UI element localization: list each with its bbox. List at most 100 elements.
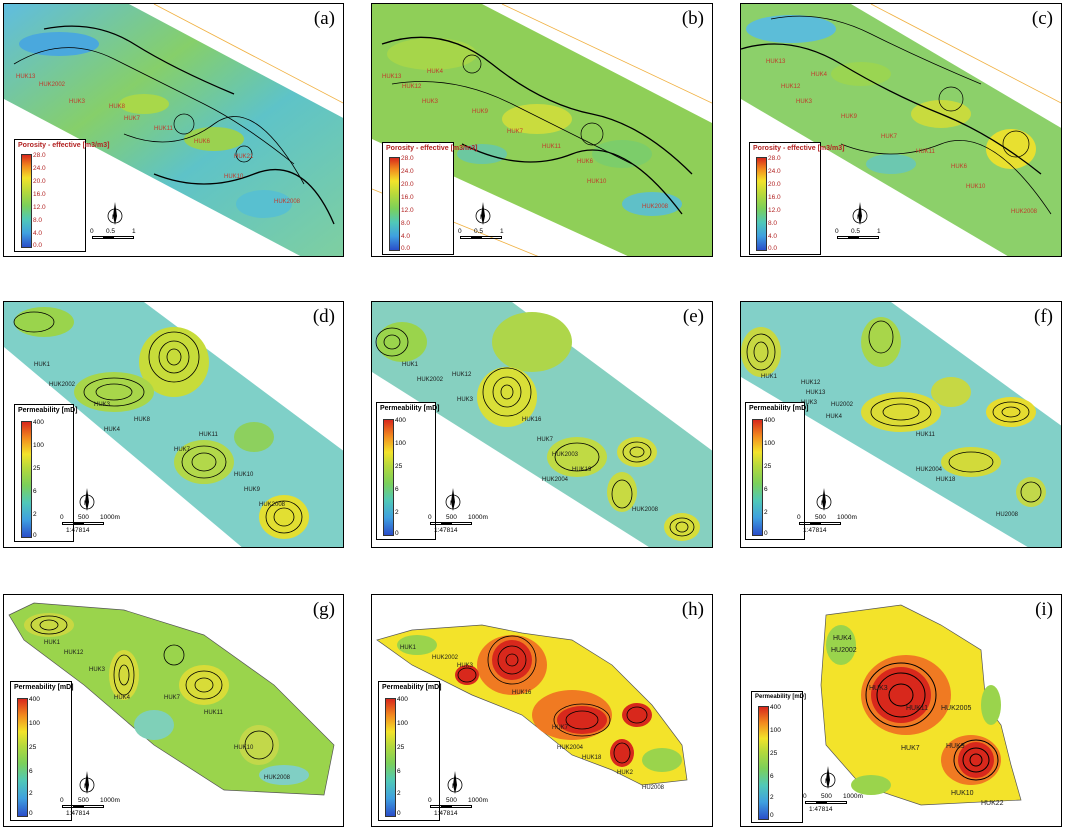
well-label: HUK2005 xyxy=(941,705,972,712)
well-label: HUK2002 xyxy=(39,82,66,88)
legend-tick: 0 xyxy=(764,530,768,537)
map-panel-h: HUK1 HUK2002 HUK16 HUK3 HUK7 HUK2004 HUK… xyxy=(371,594,713,827)
svg-text:N: N xyxy=(112,215,116,221)
porosity-map-c xyxy=(741,4,1061,256)
well-label: HUK9 xyxy=(841,114,858,120)
well-label: HUK10 xyxy=(224,174,244,180)
permeability-legend: Permeability [mD] 400 100 25 6 2 0 xyxy=(14,404,78,542)
well-label: HUK1 xyxy=(761,374,778,380)
svg-text:N: N xyxy=(84,501,88,507)
legend-title: Porosity - effective [m3/m3] xyxy=(18,142,110,149)
well-label: HUK19 xyxy=(572,467,592,473)
scale-label: 0 xyxy=(60,797,64,804)
well-label: HUK12 xyxy=(402,84,422,90)
north-arrow-icon: N xyxy=(475,202,491,225)
legend-title: Permeability [mD] xyxy=(18,407,78,414)
scale-label: 0.5 xyxy=(106,228,116,235)
legend-tick: 400 xyxy=(29,696,40,703)
legend-tick: 8.0 xyxy=(33,217,43,224)
well-label: HUK2004 xyxy=(916,467,943,473)
legend-title: Porosity - effective [m3/m3] xyxy=(753,145,845,152)
well-label: HUK7 xyxy=(507,129,524,135)
map-panel-b: HUK13 HUK4 HUK12 HUK3 HUK9 HUK7 HUK11 HU… xyxy=(371,3,713,257)
svg-text:N: N xyxy=(84,784,88,790)
legend-tick: 2 xyxy=(29,790,33,797)
well-label: HUK4 xyxy=(104,427,121,433)
well-label: HUK10 xyxy=(587,179,607,185)
scale-label: 0 xyxy=(803,793,807,800)
legend-title: Permeability [mD] xyxy=(380,405,440,412)
well-label: HUK4 xyxy=(811,72,828,78)
color-bar xyxy=(756,157,767,251)
permeability-legend: Permeability [mD] 400 100 25 6 2 0 xyxy=(378,681,442,821)
legend-tick: 6 xyxy=(770,773,774,780)
legend-tick: 2 xyxy=(33,511,37,518)
scale-ratio: 1:47814 xyxy=(434,527,458,534)
legend-tick: 25 xyxy=(764,463,772,470)
well-label: HUK2002 xyxy=(417,377,444,383)
scale-ratio: 1:47814 xyxy=(66,527,90,534)
scale-label: 0 xyxy=(428,514,432,521)
scale-ratio: 1:47814 xyxy=(66,810,90,817)
legend-tick: 16.0 xyxy=(401,194,414,201)
porosity-map-b xyxy=(372,4,712,256)
panel-label: (f) xyxy=(1034,306,1053,327)
well-label: HUK10 xyxy=(234,472,254,478)
scale-bar: 0 0.5 1 xyxy=(90,228,137,248)
legend-tick: 100 xyxy=(395,440,406,447)
well-label: HUK18 xyxy=(582,755,602,761)
legend-tick: 400 xyxy=(397,696,408,703)
legend-tick: 6 xyxy=(397,768,401,775)
scale-bar: 0 0.5 1 xyxy=(458,228,505,248)
color-bar xyxy=(385,698,396,817)
legend-tick: 20.0 xyxy=(401,181,414,188)
well-label: HUK4 xyxy=(427,69,444,75)
permeability-map-e xyxy=(372,302,712,547)
north-arrow-icon: N xyxy=(445,488,461,511)
map-panel-c: HUK13 HUK4 HUK12 HUK3 HUK9 HUK7 HUK11 HU… xyxy=(740,3,1062,257)
svg-text:N: N xyxy=(450,501,454,507)
well-label: HUK11 xyxy=(916,432,935,438)
permeability-map-d xyxy=(4,302,343,547)
scale-bar: 0 500 1000m 1:47814 xyxy=(60,797,122,825)
well-label: HUK12 xyxy=(452,372,472,378)
legend-tick: 28.0 xyxy=(33,152,46,159)
well-label: HUK13 xyxy=(806,390,826,396)
well-label: HUK12 xyxy=(801,380,821,386)
permeability-legend: Permeability [mD] 400 100 25 6 2 0 xyxy=(751,691,807,823)
porosity-legend: Porosity - effective [m3/m3] 28.0 24.0 2… xyxy=(749,142,844,255)
map-panel-f: HUK1 HUK12 HUK13 HUK3 HU2002 HUK4 HUK11 … xyxy=(740,301,1062,548)
permeability-map-f xyxy=(741,302,1061,547)
scale-label: 0 xyxy=(835,228,839,235)
scale-bar: 0 500 1000m 1:47814 xyxy=(428,514,490,542)
map-panel-g: HUK1 HUK12 HUK3 HUK4 HUK7 HUK11 HUK10 HU… xyxy=(3,594,344,827)
legend-tick: 2 xyxy=(395,509,399,516)
scale-label: 0.5 xyxy=(474,228,484,235)
north-arrow-icon: N xyxy=(816,488,832,511)
well-label: HUK4 xyxy=(114,695,131,701)
color-bar xyxy=(21,154,32,248)
legend-title: Permeability [mD] xyxy=(755,694,807,700)
panel-label: (c) xyxy=(1031,8,1053,29)
scale-label: 1000m xyxy=(100,797,120,804)
legend-title: Permeability [mD] xyxy=(14,684,74,691)
svg-text:N: N xyxy=(480,215,484,221)
well-label: HUK13 xyxy=(16,74,36,80)
well-label: HUK6 xyxy=(194,139,211,145)
scale-ratio: 1:47814 xyxy=(434,810,458,817)
well-label: HUK2008 xyxy=(274,199,301,205)
well-label: HUK13 xyxy=(766,59,786,65)
panel-label: (d) xyxy=(312,306,335,327)
map-panel-e: HUK1 HUK2002 HUK12 HUK3 HUK16 HUK7 HUK20… xyxy=(371,301,713,548)
legend-tick: 100 xyxy=(770,727,781,734)
porosity-legend: Porosity - effective [m3/m3] 28.0 24.0 2… xyxy=(382,142,477,255)
legend-tick: 0.0 xyxy=(768,245,778,252)
well-label: HU2008 xyxy=(642,785,665,791)
well-label: HUK9 xyxy=(472,109,489,115)
scale-label: 0.5 xyxy=(851,228,861,235)
scale-label: 500 xyxy=(446,514,457,521)
scale-bar: 0 500 1000m 1:47814 xyxy=(797,514,859,542)
well-label: HUK10 xyxy=(951,790,974,797)
legend-tick: 25 xyxy=(397,744,405,751)
well-label: HUK6 xyxy=(951,164,968,170)
